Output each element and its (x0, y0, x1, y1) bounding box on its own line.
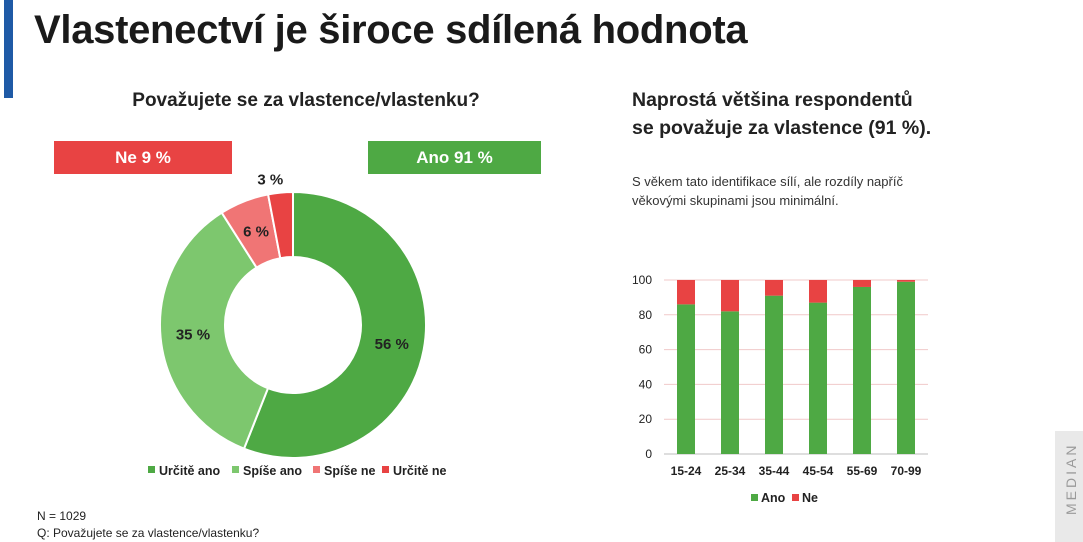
right-headline-line2: se považuje za vlastence (91 %). (632, 117, 932, 139)
stacked-bar-chart: 0 20 40 60 80 100 15-24 25-34 35-44 45-54 55-69 70-… (632, 273, 928, 505)
bar-ano-2 (765, 295, 783, 454)
donut-legend-swatch-3 (382, 466, 389, 473)
bar-ytick-2: 40 (639, 377, 653, 391)
badge-ano: Ano 91 % (368, 141, 541, 174)
donut-slice-3 (266, 190, 294, 260)
donut-question: Považujete se za vlastence/vlastenku? (132, 90, 480, 111)
bar-ytick-3: 60 (639, 343, 653, 357)
donut-label-0: 56 % (375, 336, 409, 353)
right-headline: Naprostá většina respondentů se považuje… (632, 86, 931, 142)
donut-chart: 56 % 35 % 6 % 3 % Určitě ano Spíše ano Spíše n… (148, 172, 447, 478)
bar-ano-5 (897, 281, 915, 454)
bar-ne-0 (677, 280, 695, 305)
donut-legend-label-1: Spíše ano (243, 464, 302, 478)
page-title: Vlastenectví je široce sdílená hodnota (34, 8, 748, 52)
donut-label-3: 3 % (257, 172, 283, 189)
accent-bar (4, 0, 13, 98)
bar-legend-swatch-0 (751, 494, 758, 501)
bar-ano-3 (809, 302, 827, 454)
bar-legend-label-1: Ne (802, 491, 818, 505)
footnote-question: Q: Považujete se za vlastence/vlastenku? (37, 526, 260, 540)
bar-xtick-4: 55-69 (847, 464, 878, 478)
bar-ne-3 (809, 280, 827, 303)
bar-xtick-1: 25-34 (715, 464, 746, 478)
median-logo: MEDIAN (1063, 442, 1079, 515)
badge-ne: Ne 9 % (54, 141, 232, 174)
donut-slice-0 (242, 190, 427, 459)
bar-ne-4 (853, 280, 871, 287)
bar-xtick-0: 15-24 (671, 464, 702, 478)
bar-ytick-4: 80 (639, 308, 653, 322)
donut-legend-swatch-1 (232, 466, 239, 473)
footnote-n: N = 1029 (37, 509, 87, 523)
donut-label-1: 35 % (176, 326, 210, 343)
bar-ano-1 (721, 311, 739, 454)
donut-label-2: 6 % (243, 224, 269, 241)
bar-legend-label-0: Ano (761, 491, 786, 505)
donut-legend-label-2: Spíše ne (324, 464, 375, 478)
donut-slice-1 (159, 211, 270, 450)
logo-box (1055, 431, 1083, 542)
bar-ano-4 (853, 286, 871, 454)
bar-xtick-5: 70-99 (891, 464, 922, 478)
right-headline-line1: Naprostá většina respondentů (632, 89, 913, 111)
bar-ytick-1: 20 (639, 412, 653, 426)
bar-xtick-3: 45-54 (803, 464, 834, 478)
bar-ne-1 (721, 280, 739, 312)
bar-ne-5 (897, 280, 915, 282)
bar-ano-0 (677, 304, 695, 454)
bar-legend-swatch-1 (792, 494, 799, 501)
donut-legend-label-0: Určitě ano (159, 464, 220, 478)
bar-ytick-0: 0 (645, 447, 652, 461)
bar-ytick-5: 100 (632, 273, 652, 287)
bar-xtick-2: 35-44 (759, 464, 790, 478)
donut-legend-label-3: Určitě ne (393, 464, 447, 478)
donut-legend-swatch-2 (313, 466, 320, 473)
right-subtitle: S věkem tato identifikace sílí, ale rozd… (632, 174, 903, 208)
donut-legend-swatch-0 (148, 466, 155, 473)
bar-ne-2 (765, 280, 783, 296)
